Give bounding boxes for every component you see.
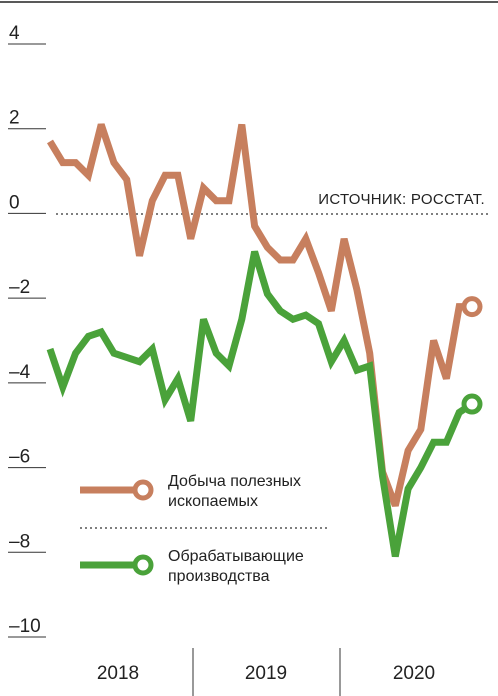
y-tick-label: –8 (9, 531, 30, 552)
legend-label-mining-line2: ископаемых (168, 493, 258, 510)
legend-label-manufacturing: Обрабатывающие производства (168, 548, 308, 585)
x-year-label: 2019 (245, 663, 287, 684)
series-line-manufacturing (46, 250, 474, 558)
y-tick-label: –4 (9, 362, 31, 383)
legend-label-manufacturing-line1: Обрабатывающие (168, 548, 304, 565)
x-year-label: 2020 (393, 663, 435, 684)
series-lines (46, 123, 483, 558)
y-tick-label: –6 (9, 447, 30, 468)
legend-marker-mining (132, 479, 154, 501)
y-tick-label: 2 (9, 108, 20, 129)
x-axis: 2018 2019 2020 (97, 648, 435, 696)
series-line-mining (47, 123, 472, 507)
series-end-marker (461, 393, 483, 415)
legend-label-mining-line1: Добыча полезных (168, 473, 301, 490)
y-axis-ticks: 4 2 0 –2 –4 –6 –8 –10 (8, 23, 46, 638)
x-year-label: 2018 (97, 663, 139, 684)
y-tick-label: –10 (9, 616, 41, 637)
series-end-marker (461, 296, 483, 318)
y-tick-label: 4 (9, 23, 20, 44)
source-note: ИСТОЧНИК: РОССТАТ. (318, 191, 485, 208)
y-tick-label: 0 (9, 192, 20, 213)
legend-label-mining: Добыча полезных ископаемых (168, 473, 305, 510)
y-tick-label: –2 (9, 277, 30, 298)
legend-marker-manufacturing (132, 554, 154, 576)
legend: Добыча полезных ископаемых Обрабатывающи… (80, 473, 330, 585)
legend-label-manufacturing-line2: производства (168, 568, 270, 585)
